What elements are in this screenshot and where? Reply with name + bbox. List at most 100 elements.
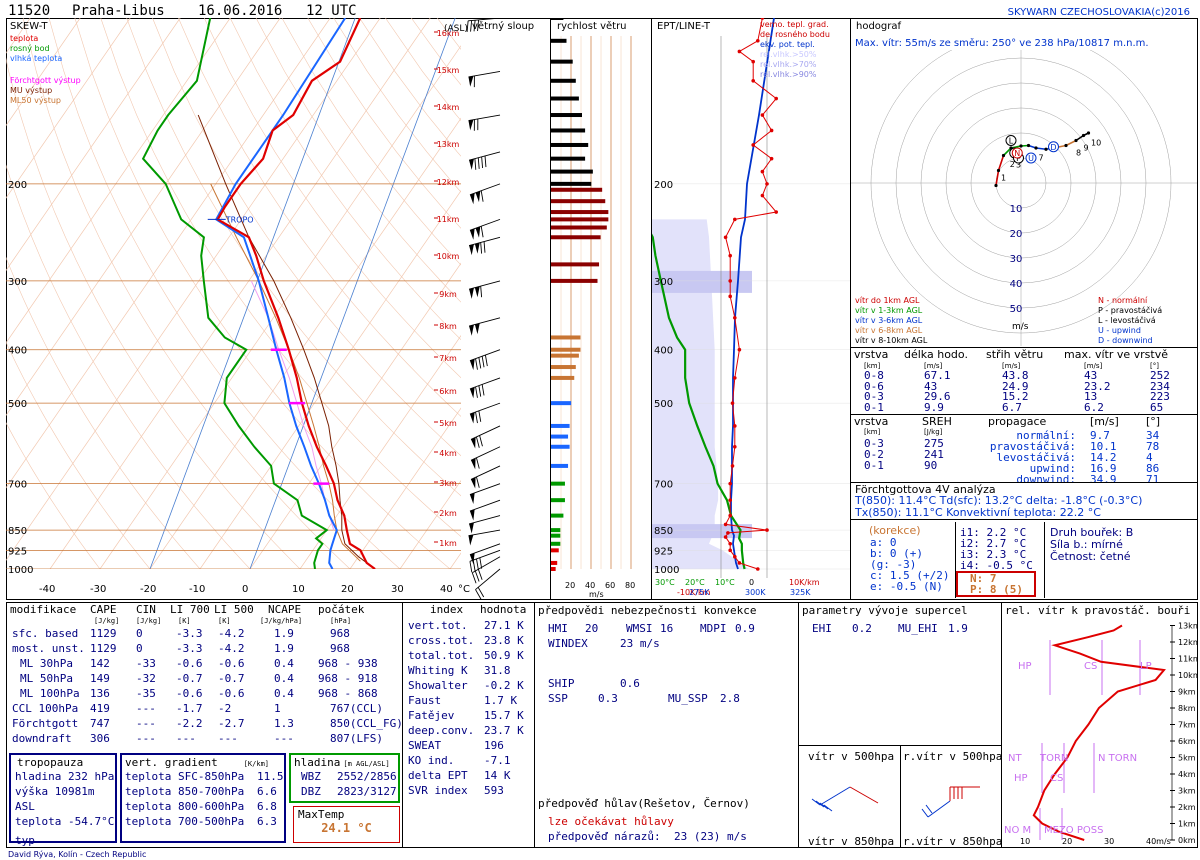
lapse-rate-point bbox=[760, 113, 765, 117]
index-row: cross.tot. 23.8 K bbox=[404, 633, 534, 648]
index-cell: 196 bbox=[484, 739, 504, 752]
supercell-title: parametry vývoje supercel bbox=[802, 604, 968, 617]
divider bbox=[955, 522, 956, 598]
barb-shaft bbox=[469, 543, 501, 556]
gradient-cell: teplota 700-500hPa bbox=[125, 815, 245, 828]
isotherm bbox=[6, 18, 331, 489]
forch-i1: i1: 2.2 °C bbox=[960, 526, 1027, 539]
height-tick-label: 4km bbox=[439, 449, 457, 458]
propagation-cell: 14.2 bbox=[1090, 451, 1117, 464]
ept-legend-6: rel.vlhk.>90% bbox=[760, 70, 817, 79]
ept-pressure-label: 1000 bbox=[654, 565, 679, 576]
params-cell: -2.2 bbox=[176, 717, 203, 730]
barb-pennant bbox=[468, 119, 474, 131]
height-tick-label: 7km bbox=[439, 354, 457, 363]
barb-flag bbox=[475, 589, 482, 600]
barb-pennant bbox=[474, 323, 480, 335]
barb-flag bbox=[481, 156, 484, 169]
propagation-row: levostáčivá: 14.2 4 bbox=[968, 452, 1196, 463]
gradient-cell: 6.8 bbox=[257, 800, 277, 813]
gradient-cell: teplota SFC-850hPa bbox=[125, 770, 245, 783]
ws-bar bbox=[551, 548, 559, 553]
index-cell: Faust bbox=[408, 694, 442, 707]
index-row: SWEAT 196 bbox=[404, 738, 534, 753]
relwind-chart: 13km 12km 11km 10km 9km 8km 7km 6km 5km 4km 3km 2km… bbox=[1004, 622, 1198, 847]
legend-dew: rosný bod bbox=[10, 44, 50, 53]
layers1-cell: 234 bbox=[1150, 379, 1170, 393]
gradient-cell: 6.6 bbox=[257, 785, 277, 798]
params-row: ML 50hPa 149 -32 -0.7 -0.7 0.4 968 - 918 bbox=[8, 671, 402, 686]
lapse-rate-point bbox=[728, 279, 732, 283]
layers1-cell: 9.9 bbox=[924, 400, 944, 414]
sounding-time: 12 UTC bbox=[306, 3, 357, 19]
dry-adiabat bbox=[204, 18, 461, 379]
tropopause-box: tropopauza hladina 232 hPa výška 10981m … bbox=[9, 753, 117, 847]
hodo-segment bbox=[1065, 139, 1077, 147]
barb-pennant bbox=[469, 387, 475, 399]
params-cell: --- bbox=[176, 732, 196, 745]
lt1-u3: [m/s] bbox=[1002, 362, 1021, 370]
rw-km-label: 7km bbox=[1178, 721, 1196, 730]
divider bbox=[402, 602, 403, 848]
trop-teplota: teplota -54.7°C bbox=[15, 815, 115, 828]
height-tick-label: 14km bbox=[437, 103, 460, 112]
barb-shaft bbox=[468, 515, 501, 525]
divider bbox=[851, 519, 1197, 520]
params-cell: --- bbox=[218, 732, 238, 745]
barb-flag bbox=[471, 572, 477, 584]
sc-rw500: r.vítr v 500hpa bbox=[903, 750, 1003, 763]
layers2-cell: 90 bbox=[924, 459, 938, 472]
params-cell: Förchtgott bbox=[12, 717, 79, 730]
forch-sila: Síla b.: mírné bbox=[1050, 538, 1123, 551]
layers1-cell: 223 bbox=[1150, 390, 1170, 403]
params-unit: [J/kg] bbox=[94, 617, 120, 625]
lapse-rate-point bbox=[733, 376, 737, 380]
ept-line bbox=[730, 18, 775, 570]
propagation-row: normální: 9.7 34 bbox=[968, 430, 1196, 441]
barb-flag bbox=[477, 157, 480, 169]
params-cell: -0.6 bbox=[218, 687, 245, 700]
ept-bottom-sub: 275K bbox=[689, 588, 710, 597]
barb-shaft bbox=[475, 568, 501, 590]
ws-bar bbox=[551, 423, 570, 428]
height-tick-label: 10km bbox=[437, 252, 460, 261]
ws-tick-label: 80 bbox=[625, 581, 635, 590]
barb-flag bbox=[484, 354, 488, 367]
ws-bar bbox=[551, 401, 572, 406]
wind-barb bbox=[475, 568, 501, 600]
ws-bar bbox=[551, 353, 579, 358]
hodo-storm-mark bbox=[1011, 147, 1023, 159]
conv-ssp-val: 0.3 bbox=[598, 692, 618, 705]
barb-flag bbox=[475, 411, 478, 424]
index-row: delta EPT 14 K bbox=[404, 768, 534, 783]
hodograph-legend-left: vítr do 1km AGL vítr v 1-3km AGL vítr v … bbox=[855, 296, 927, 346]
forch-result-box: N: 7 P: 8 (5) bbox=[956, 571, 1036, 597]
lapse-rate-point bbox=[728, 548, 732, 553]
hl-unit: [m AGL/ASL] bbox=[343, 760, 390, 768]
rw-x-tick: 10 bbox=[1020, 837, 1030, 846]
wind-barb bbox=[469, 183, 501, 205]
propagation-list: normální: 9.7 34 pravostáčivá: 10.1 78 levostá… bbox=[968, 430, 1196, 485]
isotherm bbox=[6, 18, 381, 561]
divider bbox=[850, 18, 851, 600]
temp-tick-label: -30 bbox=[90, 584, 106, 595]
params-cell: 968 bbox=[330, 627, 350, 640]
ws-bar bbox=[551, 113, 582, 118]
barb-pennant bbox=[474, 286, 480, 298]
propagation-row: upwind: 16.9 86 bbox=[968, 463, 1196, 474]
layers1-cell: 65 bbox=[1150, 400, 1164, 414]
propagation-cell: 34.9 bbox=[1090, 473, 1117, 486]
idx-h2: hodnota bbox=[480, 603, 527, 616]
rw-label: MEZO POSS bbox=[1044, 825, 1103, 836]
ept-bottom-tick: 10K/km bbox=[789, 578, 820, 587]
isotherm bbox=[349, 407, 461, 569]
conv-mussp-val: 2.8 bbox=[720, 692, 740, 705]
isotherm bbox=[6, 18, 231, 344]
lapse-rate-point bbox=[760, 193, 765, 198]
ws-tick-label: 60 bbox=[605, 581, 615, 590]
lapse-rate-point bbox=[769, 156, 774, 161]
legend-forch: Förchtgott výstup bbox=[10, 76, 81, 85]
credit: SKYWARN CZECHOSLOVAKIA(c)2016 bbox=[1007, 7, 1190, 18]
params-cell: 142 bbox=[90, 657, 110, 670]
params-cell: -0.6 bbox=[176, 657, 203, 670]
